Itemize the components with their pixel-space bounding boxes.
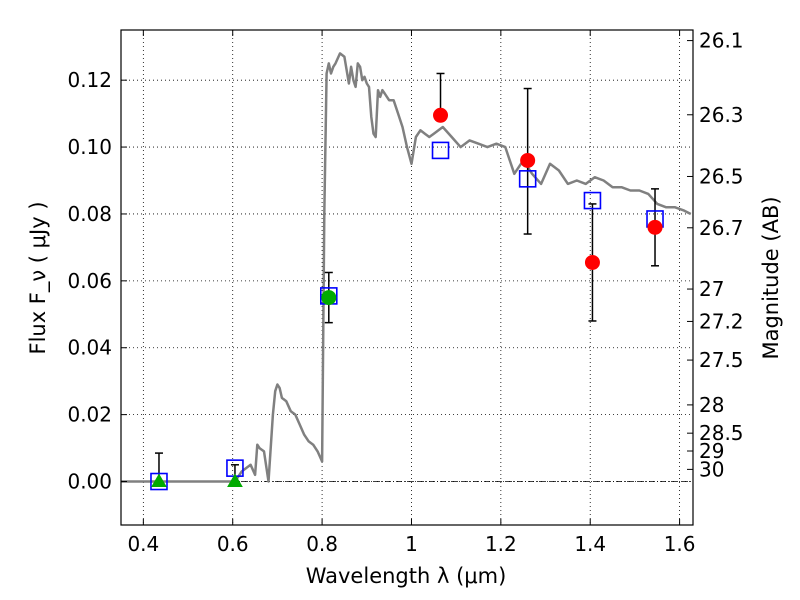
nir-detection-point [433, 107, 449, 123]
y-axis-label: Flux F_ν ( μJy ) [26, 201, 51, 354]
x-tick-label: 1 [405, 532, 418, 556]
y-tick-label: 0.04 [67, 336, 112, 360]
x-tick-label: 1.2 [485, 532, 517, 556]
y-tick-label: 0.00 [67, 470, 112, 494]
right-y-axis-label: Magnitude (AB) [759, 196, 783, 359]
nir-detection-point [584, 254, 600, 270]
y-tick-label: 0.10 [67, 135, 112, 159]
x-tick-label: 1.4 [574, 532, 606, 556]
x-tick-label: 0.8 [306, 532, 338, 556]
y-tick-label: 0.02 [67, 403, 112, 427]
mag-tick-label: 30 [699, 457, 724, 481]
model-spectrum [121, 52, 692, 483]
nir-detection-point [647, 219, 663, 235]
ticks [121, 30, 693, 525]
model-point [431, 141, 450, 160]
optical-detection-point [321, 290, 337, 306]
data-points [150, 107, 664, 491]
x-tick-label: 1.6 [664, 532, 696, 556]
nir-detection-point [520, 152, 536, 168]
x-tick-label: 0.6 [217, 532, 249, 556]
model-point [583, 191, 602, 210]
optical-limit-point [151, 473, 167, 488]
mag-tick-label: 27.2 [699, 309, 744, 333]
mag-tick-label: 26.3 [699, 103, 744, 127]
mag-tick-label: 27 [699, 277, 724, 301]
mag-tick-label: 27.5 [699, 348, 744, 372]
mag-tick-label: 29 [699, 439, 724, 463]
mag-tick-label: 26.7 [699, 216, 744, 240]
model-point [518, 170, 537, 188]
mag-tick-label: 26.1 [699, 29, 744, 53]
y-tick-label: 0.08 [67, 202, 112, 226]
x-tick-label: 0.4 [127, 532, 159, 556]
x-axis-label: Wavelength λ (μm) [306, 564, 507, 588]
y-tick-label: 0.12 [67, 68, 112, 92]
y-tick-label: 0.06 [67, 269, 112, 293]
model-point [150, 472, 168, 491]
mag-tick-label: 26.5 [699, 164, 744, 188]
tick-labels: 0.4 0.6 0.8 1 1.2 1.4 1.6 0.00 0.02 0.04 0.06 0.08 0… [67, 29, 743, 556]
model-spectrum-line [121, 52, 692, 483]
plot-frame [120, 29, 694, 526]
optical-limit-point [227, 473, 243, 488]
mag-tick-label: 28.5 [699, 421, 744, 445]
mag-tick-label: 28 [699, 393, 724, 417]
